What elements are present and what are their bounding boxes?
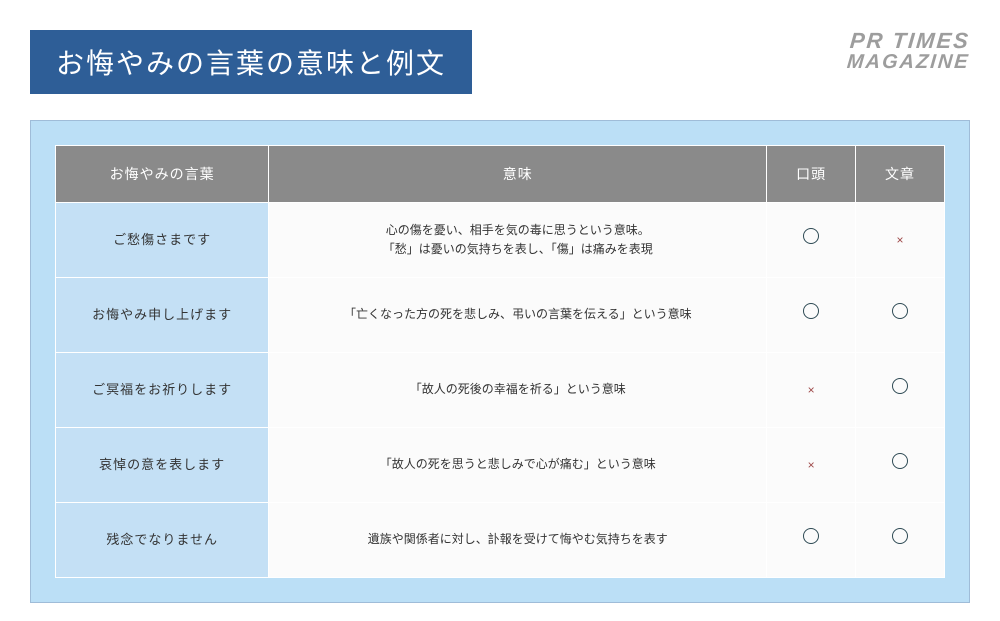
table-row: ご愁傷さまです心の傷を憂い、相手を気の毒に思うという意味。「愁」は憂いの気持ちを… — [56, 203, 945, 278]
cell-phrase: ご冥福をお祈りします — [56, 353, 269, 428]
x-mark-icon: × — [897, 233, 904, 247]
cell-meaning: 心の傷を憂い、相手を気の毒に思うという意味。「愁」は憂いの気持ちを表し、「傷」は… — [269, 203, 767, 278]
circle-mark-icon — [803, 528, 819, 544]
table-row: お悔やみ申し上げます「亡くなった方の死を悲しみ、弔いの言葉を伝える」という意味 — [56, 278, 945, 353]
page-root: お悔やみの言葉の意味と例文 PR TIMES MAGAZINE お悔やみの言葉 … — [0, 0, 1000, 621]
table-row: ご冥福をお祈りします「故人の死後の幸福を祈る」という意味 × — [56, 353, 945, 428]
cell-written — [856, 353, 945, 428]
brand-logo-line1: PR TIMES — [849, 30, 971, 52]
cell-oral — [767, 278, 856, 353]
table-header-row: お悔やみの言葉 意味 口頭 文章 — [56, 146, 945, 203]
cell-written — [856, 503, 945, 578]
cell-meaning: 遺族や関係者に対し、訃報を受けて悔やむ気持ちを表す — [269, 503, 767, 578]
brand-logo: PR TIMES MAGAZINE — [847, 30, 970, 72]
table-panel: お悔やみの言葉 意味 口頭 文章 ご愁傷さまです心の傷を憂い、相手を気の毒に思う… — [30, 120, 970, 603]
x-mark-icon: × — [808, 458, 815, 472]
col-header-phrase: お悔やみの言葉 — [56, 146, 269, 203]
circle-mark-icon — [803, 303, 819, 319]
cell-meaning: 「故人の死を思うと悲しみで心が痛む」という意味 — [269, 428, 767, 503]
circle-mark-icon — [892, 528, 908, 544]
col-header-meaning: 意味 — [269, 146, 767, 203]
x-mark-icon: × — [808, 383, 815, 397]
cell-written: × — [856, 203, 945, 278]
cell-meaning: 「故人の死後の幸福を祈る」という意味 — [269, 353, 767, 428]
cell-phrase: ご愁傷さまです — [56, 203, 269, 278]
cell-written — [856, 428, 945, 503]
header-row: お悔やみの言葉の意味と例文 PR TIMES MAGAZINE — [30, 30, 970, 94]
cell-oral: × — [767, 353, 856, 428]
cell-meaning: 「亡くなった方の死を悲しみ、弔いの言葉を伝える」という意味 — [269, 278, 767, 353]
circle-mark-icon — [892, 303, 908, 319]
circle-mark-icon — [892, 378, 908, 394]
cell-oral: × — [767, 428, 856, 503]
phrases-table: お悔やみの言葉 意味 口頭 文章 ご愁傷さまです心の傷を憂い、相手を気の毒に思う… — [55, 145, 945, 578]
cell-phrase: お悔やみ申し上げます — [56, 278, 269, 353]
circle-mark-icon — [892, 453, 908, 469]
page-title: お悔やみの言葉の意味と例文 — [30, 30, 472, 94]
table-body: ご愁傷さまです心の傷を憂い、相手を気の毒に思うという意味。「愁」は憂いの気持ちを… — [56, 203, 945, 578]
cell-oral — [767, 203, 856, 278]
cell-phrase: 残念でなりません — [56, 503, 269, 578]
table-row: 残念でなりません遺族や関係者に対し、訃報を受けて悔やむ気持ちを表す — [56, 503, 945, 578]
table-row: 哀悼の意を表します「故人の死を思うと悲しみで心が痛む」という意味 × — [56, 428, 945, 503]
col-header-written: 文章 — [856, 146, 945, 203]
brand-logo-line2: MAGAZINE — [846, 52, 970, 72]
cell-oral — [767, 503, 856, 578]
col-header-oral: 口頭 — [767, 146, 856, 203]
circle-mark-icon — [803, 228, 819, 244]
cell-phrase: 哀悼の意を表します — [56, 428, 269, 503]
cell-written — [856, 278, 945, 353]
